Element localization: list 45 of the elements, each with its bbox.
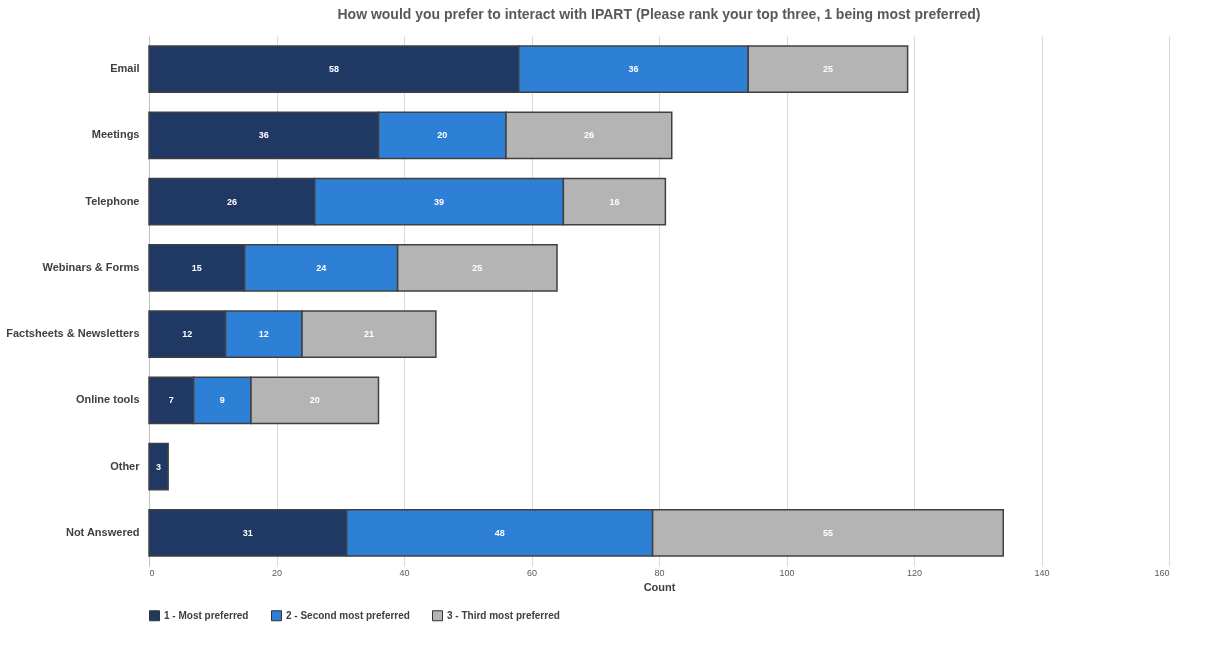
data-label: 3 [156, 461, 162, 472]
data-label: 31 [242, 527, 253, 538]
data-label: 12 [258, 329, 269, 340]
data-label: 24 [316, 262, 327, 273]
x-tick-label: 0 [149, 567, 155, 578]
data-label: 25 [822, 64, 833, 75]
data-label: 12 [182, 329, 193, 340]
x-tick-label: 40 [399, 567, 410, 578]
data-label: 55 [822, 527, 833, 538]
data-label: 36 [628, 64, 639, 75]
x-tick-label: 120 [906, 567, 923, 578]
y-tick-label: Meetings [91, 128, 140, 141]
x-tick-label: 20 [271, 567, 283, 578]
y-tick-label: Telephone [85, 194, 140, 207]
data-label: 20 [309, 395, 320, 406]
x-tick-label: 80 [654, 567, 665, 578]
data-label: 39 [434, 196, 445, 207]
y-tick-label: Email [110, 62, 140, 75]
y-tick-label: Other [110, 459, 141, 472]
data-label: 36 [258, 130, 269, 141]
data-label: 26 [226, 196, 237, 207]
x-tick-label: 60 [526, 567, 538, 578]
data-label: 26 [583, 130, 594, 141]
data-label: 15 [191, 262, 202, 273]
legend-label: 2 - Second most preferred [286, 609, 410, 621]
chart-title: How would you prefer to interact with IPART (Please rank your top three, 1 being most preferred) [337, 6, 981, 22]
data-label: 20 [437, 130, 448, 141]
y-tick-label: Webinars & Forms [42, 260, 140, 273]
data-label: 7 [168, 395, 174, 406]
data-label: 58 [328, 64, 339, 75]
bar [148, 442, 169, 491]
y-tick-label: Online tools [75, 393, 140, 406]
data-label: 16 [609, 196, 620, 207]
x-axis-title: Count [643, 580, 676, 593]
legend-label: 1 - Most preferred [164, 609, 249, 621]
x-tick-label: 100 [779, 567, 795, 578]
x-tick-label: 160 [1154, 567, 1170, 578]
data-label: 21 [363, 329, 374, 340]
y-tick-label: Not Answered [65, 525, 140, 538]
legend-label: 3 - Third most preferred [447, 609, 560, 621]
x-tick-label: 140 [1034, 567, 1050, 578]
data-label: 25 [472, 262, 483, 273]
data-label: 9 [219, 395, 225, 406]
data-label: 48 [494, 527, 505, 538]
y-tick-label: Factsheets & Newsletters [6, 327, 140, 340]
